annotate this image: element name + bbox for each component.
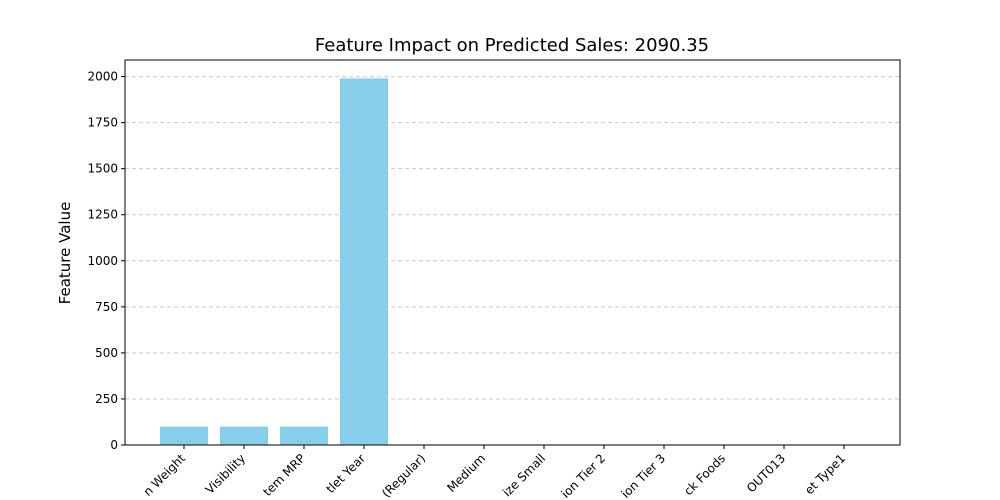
x-tick-label: OUT013: [744, 451, 788, 495]
y-tick-label: 1500: [87, 162, 118, 176]
bars: [160, 78, 388, 445]
y-tick-label: 250: [95, 392, 118, 406]
bar: [340, 78, 388, 445]
y-tick-labels: 0 250 500 750 1000 1250 1500 1750 2000: [87, 70, 118, 452]
chart-title: Feature Impact on Predicted Sales: 2090.…: [315, 35, 709, 56]
x-tick-label: ize Small: [500, 451, 548, 499]
x-tick-label: ck Foods: [681, 451, 728, 498]
x-tick-label: n Weight: [141, 451, 189, 499]
y-tick-label: 1250: [87, 208, 118, 222]
y-tick-label: 1000: [87, 254, 118, 268]
y-axis-title: Feature Value: [56, 202, 74, 305]
x-tick-label: tem MRP: [260, 451, 308, 499]
x-tick-label: ion Tier 2: [559, 451, 609, 500]
x-tick-label: Visibility: [203, 451, 248, 496]
bar: [160, 426, 208, 445]
bar: [220, 426, 268, 445]
y-tick-label: 1750: [87, 116, 118, 130]
y-tick-label: 500: [95, 346, 118, 360]
bar: [280, 426, 328, 445]
x-tick-label: ion Tier 3: [619, 451, 669, 500]
x-tick-label: (Regular): [379, 451, 428, 500]
x-tick-label: et Type1: [802, 451, 848, 497]
grid-lines: [125, 76, 900, 446]
x-tick-labels: n Weight Visibility tem MRP tlet Year (Regul…: [141, 451, 849, 500]
y-tick-label: 2000: [87, 70, 118, 84]
axes: [121, 59, 901, 449]
plot-frame: [124, 59, 901, 446]
x-tick-label: tlet Year: [323, 451, 368, 496]
y-tick-label: 750: [95, 300, 118, 314]
x-tick-label: Medium: [444, 451, 488, 495]
y-tick-label: 0: [110, 438, 118, 452]
